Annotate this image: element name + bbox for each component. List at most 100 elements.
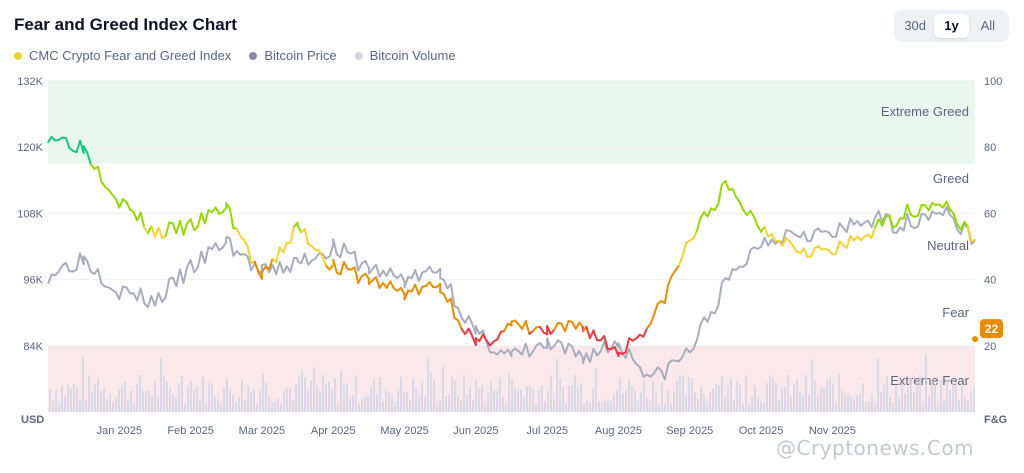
fear-greed-line-segment[interactable] — [139, 211, 146, 229]
fear-greed-line-segment[interactable] — [203, 209, 210, 225]
fear-greed-line-segment[interactable] — [642, 327, 648, 338]
fear-greed-line-segment[interactable] — [916, 203, 923, 217]
fear-greed-line-segment[interactable] — [47, 136, 53, 144]
fear-greed-line-segment[interactable] — [670, 269, 677, 277]
fear-greed-line-segment[interactable] — [268, 257, 274, 271]
fear-greed-line-segment[interactable] — [649, 313, 656, 325]
fear-greed-line-segment[interactable] — [574, 321, 581, 330]
fear-greed-line-segment[interactable] — [770, 233, 777, 242]
fear-greed-line-segment[interactable] — [563, 320, 570, 333]
fear-greed-line-segment[interactable] — [553, 321, 559, 331]
legend-item-bitcoin-volume[interactable]: Bitcoin Volume — [354, 48, 456, 63]
range-1y-button[interactable]: 1y — [934, 14, 969, 38]
fear-greed-line-segment[interactable] — [742, 208, 748, 217]
fear-greed-line-segment[interactable] — [713, 203, 720, 211]
fear-greed-line-segment[interactable] — [332, 258, 338, 274]
fear-greed-line-segment[interactable] — [571, 320, 577, 330]
fear-greed-line-segment[interactable] — [449, 297, 456, 320]
fear-greed-line-segment[interactable] — [845, 234, 852, 249]
fear-greed-line-segment[interactable] — [481, 333, 488, 342]
fear-greed-line-segment[interactable] — [624, 337, 631, 354]
fear-greed-line-segment[interactable] — [82, 145, 89, 154]
fear-greed-line-segment[interactable] — [164, 221, 171, 238]
legend-item-fear-greed[interactable]: CMC Crypto Fear and Greed Index — [14, 48, 231, 63]
fear-greed-line-segment[interactable] — [809, 247, 816, 258]
fear-greed-line-segment[interactable] — [260, 265, 267, 274]
fear-greed-line-segment[interactable] — [546, 325, 552, 335]
fear-greed-line-segment[interactable] — [75, 139, 82, 154]
fear-greed-line-segment[interactable] — [428, 281, 435, 289]
fear-greed-line-segment[interactable] — [888, 214, 894, 229]
fear-greed-line-segment[interactable] — [678, 254, 684, 267]
fear-greed-line-segment[interactable] — [182, 222, 189, 236]
fear-greed-line-segment[interactable] — [749, 209, 755, 218]
legend-item-bitcoin-price[interactable]: Bitcoin Price — [249, 48, 337, 63]
fear-greed-line-segment[interactable] — [692, 230, 698, 240]
fear-greed-line-segment[interactable] — [178, 219, 185, 236]
fear-greed-line-segment[interactable] — [282, 241, 288, 254]
fear-greed-line-segment[interactable] — [781, 236, 788, 247]
fear-greed-line-segment[interactable] — [114, 197, 121, 209]
fear-greed-line-segment[interactable] — [389, 280, 395, 290]
fear-greed-line-segment[interactable] — [225, 202, 231, 210]
fear-greed-line-segment[interactable] — [353, 266, 360, 285]
fear-greed-line-segment[interactable] — [959, 221, 966, 231]
fear-greed-line-segment[interactable] — [752, 215, 759, 227]
range-30d-button[interactable]: 30d — [904, 18, 927, 33]
fear-greed-line-segment[interactable] — [157, 226, 164, 239]
fear-greed-line-segment[interactable] — [663, 282, 670, 305]
fear-greed-line-segment[interactable] — [118, 198, 124, 209]
fear-greed-line-segment[interactable] — [478, 333, 484, 343]
fear-greed-line-segment[interactable] — [132, 211, 139, 222]
fear-greed-line-segment[interactable] — [667, 274, 673, 285]
fear-greed-line-segment[interactable] — [342, 261, 349, 270]
fear-greed-line-segment[interactable] — [328, 263, 335, 271]
fear-greed-line-segment[interactable] — [171, 222, 178, 235]
fear-greed-line-segment[interactable] — [303, 228, 310, 246]
fear-greed-line-segment[interactable] — [539, 325, 545, 334]
fear-greed-line-segment[interactable] — [64, 136, 71, 149]
fear-greed-line-segment[interactable] — [214, 206, 221, 215]
fear-greed-line-segment[interactable] — [467, 327, 474, 338]
fear-greed-line-segment[interactable] — [681, 241, 688, 257]
fear-greed-line-segment[interactable] — [952, 212, 959, 226]
fear-greed-line-segment[interactable] — [96, 165, 103, 183]
fear-greed-line-segment[interactable] — [695, 217, 702, 233]
fear-greed-line-segment[interactable] — [385, 280, 392, 289]
fear-greed-line-segment[interactable] — [966, 225, 973, 243]
fear-greed-line-segment[interactable] — [86, 151, 92, 166]
fear-greed-line-segment[interactable] — [927, 202, 934, 212]
fear-greed-line-segment[interactable] — [196, 212, 203, 228]
fear-greed-line-segment[interactable] — [895, 217, 902, 227]
fear-greed-line-segment[interactable] — [200, 212, 206, 225]
fear-greed-line-segment[interactable] — [756, 224, 763, 233]
fear-greed-line-segment[interactable] — [414, 283, 420, 296]
fear-greed-line-segment[interactable] — [296, 224, 303, 234]
fear-greed-line-segment[interactable] — [802, 247, 809, 258]
fear-greed-line-segment[interactable] — [870, 226, 877, 239]
fear-greed-line-segment[interactable] — [496, 330, 502, 341]
fear-greed-line-segment[interactable] — [585, 325, 591, 340]
fear-greed-line-segment[interactable] — [289, 225, 296, 244]
fear-greed-line-segment[interactable] — [717, 183, 723, 206]
fear-greed-line-segment[interactable] — [945, 200, 952, 211]
fear-greed-line-segment[interactable] — [603, 335, 609, 350]
fear-greed-line-segment[interactable] — [275, 246, 281, 264]
fear-greed-line-segment[interactable] — [706, 207, 713, 218]
fear-greed-line-segment[interactable] — [763, 225, 770, 238]
fear-greed-line-segment[interactable] — [834, 240, 841, 255]
fear-greed-line-segment[interactable] — [457, 319, 463, 330]
fear-greed-line-segment[interactable] — [150, 225, 156, 238]
fear-greed-line-segment[interactable] — [735, 195, 741, 204]
fear-greed-line-segment[interactable] — [731, 187, 738, 198]
fear-greed-line-segment[interactable] — [674, 264, 681, 272]
fear-greed-line-segment[interactable] — [724, 179, 730, 192]
range-all-button[interactable]: All — [980, 18, 996, 33]
fear-greed-line-segment[interactable] — [788, 240, 795, 248]
fear-greed-line-segment[interactable] — [321, 255, 328, 267]
fear-greed-line-segment[interactable] — [364, 272, 370, 280]
fear-greed-line-segment[interactable] — [874, 218, 880, 229]
fear-greed-line-segment[interactable] — [699, 211, 706, 220]
fear-greed-line-segment[interactable] — [902, 203, 909, 220]
